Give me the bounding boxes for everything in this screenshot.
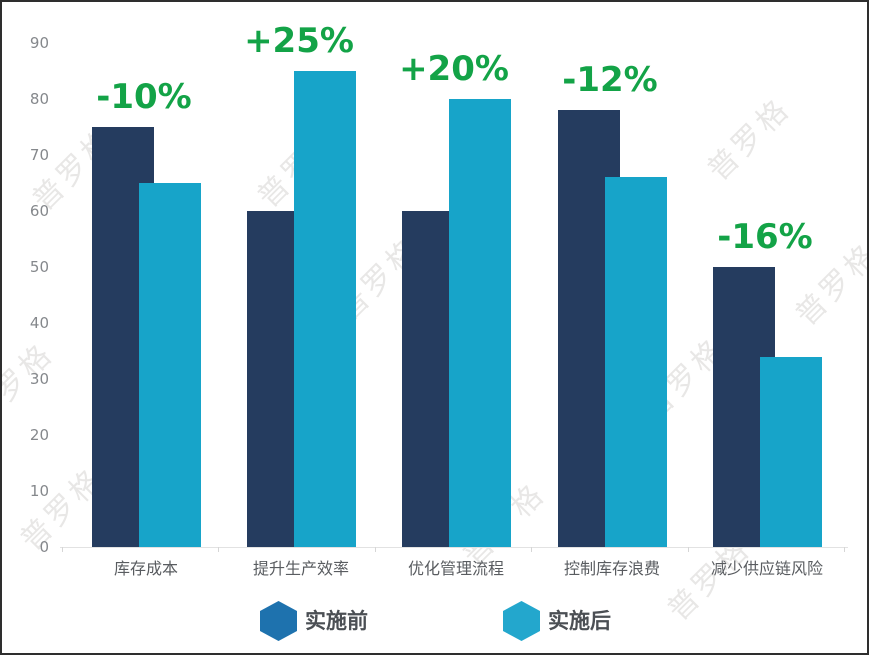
x-axis-tick-2 xyxy=(375,547,376,552)
x-axis-tick-0 xyxy=(62,547,63,552)
bar-after-0 xyxy=(139,183,201,547)
y-axis-tick-label-20: 20 xyxy=(29,426,49,444)
category-label-4: 减少供应链风险 xyxy=(710,559,823,578)
legend-label-0: 实施前 xyxy=(305,609,368,633)
x-axis-tick-4 xyxy=(688,547,689,552)
bar-after-2 xyxy=(449,99,511,547)
legend-hexagon-icon-0 xyxy=(260,601,297,641)
change-label-0: -10% xyxy=(96,77,192,117)
y-axis-tick-label-80: 80 xyxy=(29,90,49,108)
y-axis-tick-label-50: 50 xyxy=(29,258,49,276)
bar-after-3 xyxy=(605,177,667,547)
x-axis-tick-1 xyxy=(218,547,219,552)
y-axis-tick-label-30: 30 xyxy=(29,370,49,388)
category-label-3: 控制库存浪费 xyxy=(563,559,660,578)
category-label-2: 优化管理流程 xyxy=(407,559,504,578)
x-axis-line xyxy=(60,547,848,548)
change-label-2: +20% xyxy=(399,49,509,89)
x-axis-tick-3 xyxy=(531,547,532,552)
category-label-1: 提升生产效率 xyxy=(252,559,349,578)
legend-hexagon-icon-1 xyxy=(503,601,540,641)
y-axis-tick-label-40: 40 xyxy=(29,314,49,332)
category-label-0: 库存成本 xyxy=(113,559,178,578)
legend-label-1: 实施后 xyxy=(548,609,611,633)
change-label-3: -12% xyxy=(562,60,658,101)
bar-after-4 xyxy=(760,356,822,547)
y-axis-tick-label-0: 0 xyxy=(39,538,49,556)
y-axis-tick-label-60: 60 xyxy=(29,202,49,220)
y-axis-tick-label-70: 70 xyxy=(29,146,49,164)
y-axis-tick-label-10: 10 xyxy=(29,482,49,500)
bar-after-1 xyxy=(294,71,356,547)
change-label-1: +25% xyxy=(244,21,354,61)
y-axis-tick-label-90: 90 xyxy=(29,34,49,52)
x-axis-tick-5 xyxy=(844,547,845,552)
change-label-4: -16% xyxy=(717,217,813,257)
